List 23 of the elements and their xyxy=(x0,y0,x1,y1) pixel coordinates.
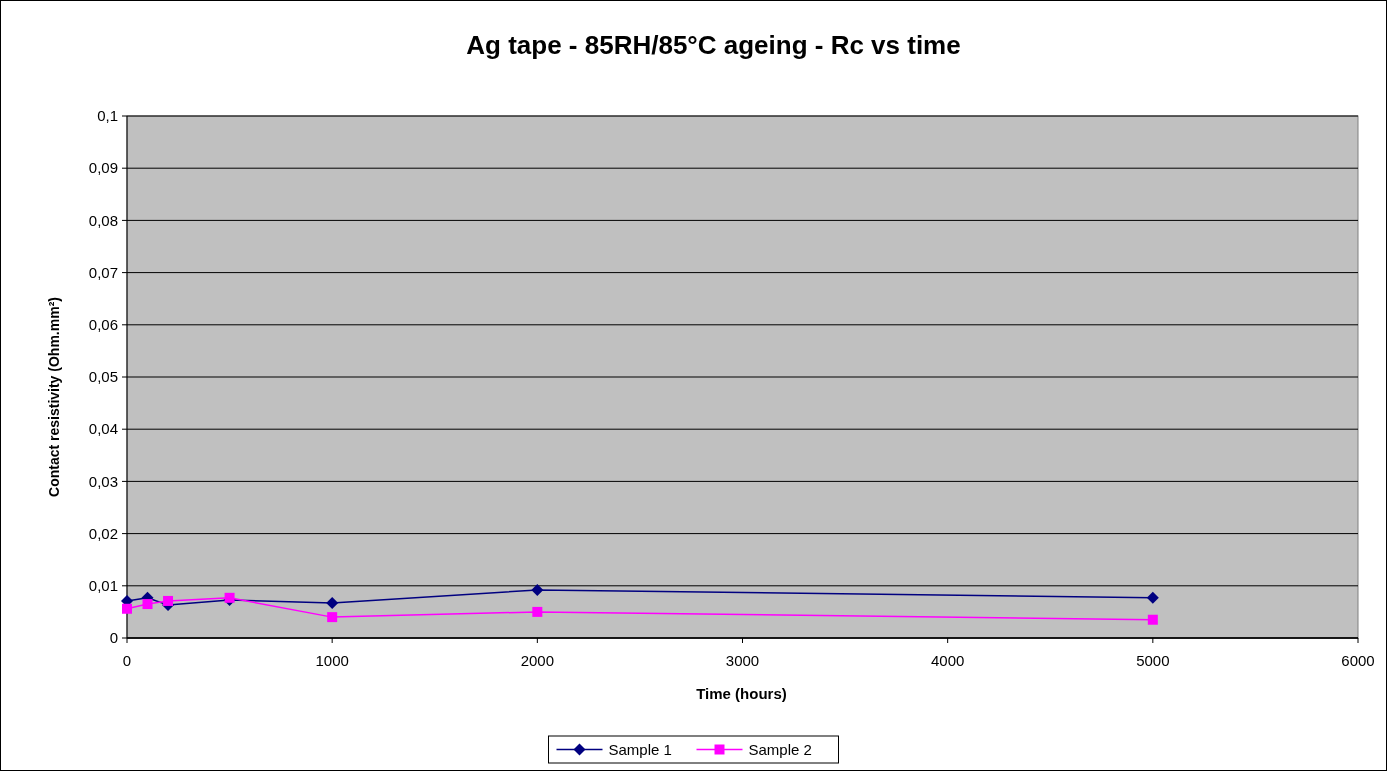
y-tick-label: 0,08 xyxy=(88,211,118,229)
y-axis-title: Contact resistivity (Ohm.mm²) xyxy=(46,297,62,497)
y-tick-label: 0,1 xyxy=(97,107,118,125)
legend-label: Sample 1 xyxy=(608,740,672,758)
y-tick-label: 0,01 xyxy=(88,577,118,595)
y-tick-label: 0,09 xyxy=(88,159,118,177)
legend-label: Sample 2 xyxy=(748,740,812,758)
y-tick-label: 0,02 xyxy=(88,524,118,542)
x-axis-title: Time (hours) xyxy=(696,685,787,702)
y-tick-label: 0,04 xyxy=(88,420,118,438)
x-tick-label: 1000 xyxy=(315,652,349,669)
chart-title: Ag tape - 85RH/85°C ageing - Rc vs time xyxy=(466,30,961,60)
x-tick-label: 3000 xyxy=(725,652,760,669)
x-tick-label: 2000 xyxy=(520,652,555,669)
x-tick-label: 5000 xyxy=(1136,652,1170,669)
y-tick-label: 0,03 xyxy=(88,472,118,490)
y-tick-label: 0,05 xyxy=(88,368,118,386)
x-tick-label: 6000 xyxy=(1341,652,1375,669)
x-tick-label: 4000 xyxy=(930,652,965,669)
y-tick-label: 0,06 xyxy=(88,316,118,334)
y-tick-label: 0,07 xyxy=(88,263,118,281)
y-tick-label: 0 xyxy=(109,629,118,647)
x-tick-label: 0 xyxy=(122,652,132,669)
